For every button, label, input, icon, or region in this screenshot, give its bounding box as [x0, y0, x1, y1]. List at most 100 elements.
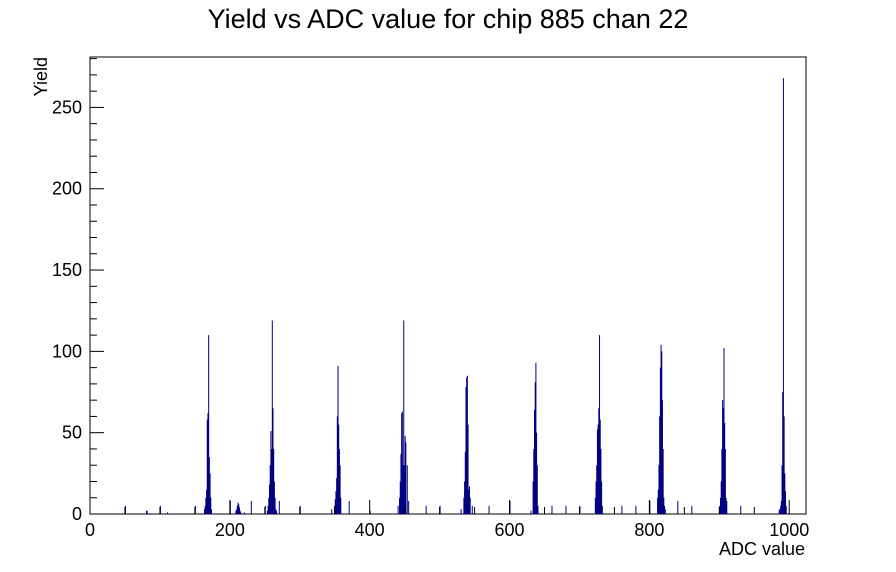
- y-axis: 0 50 100 150 200 250: [52, 58, 104, 524]
- histogram-bar: [635, 505, 637, 514]
- histogram-bar: [338, 448, 340, 514]
- histogram-bar: [468, 486, 470, 514]
- histogram-bar: [348, 500, 350, 514]
- histogram-bar: [532, 481, 534, 514]
- histogram-bar: [207, 413, 209, 514]
- histogram-bar: [208, 457, 210, 514]
- histogram-bar: [145, 510, 147, 514]
- histogram-bar: [724, 448, 726, 514]
- histogram-bar: [536, 432, 538, 514]
- histogram-bar: [721, 448, 723, 514]
- histogram-bar: [399, 481, 401, 514]
- histogram-bar: [335, 491, 337, 514]
- histogram-bar: [722, 408, 724, 514]
- histogram-bar: [271, 448, 273, 514]
- histogram-bar: [336, 416, 338, 514]
- histogram-bar: [600, 448, 602, 514]
- histogram-bar: [659, 367, 661, 514]
- histogram-bar: [722, 400, 724, 514]
- histogram-bar: [724, 422, 726, 514]
- histogram-bar: [537, 505, 539, 514]
- histogram-bar: [403, 465, 405, 514]
- histogram-bar: [267, 505, 269, 514]
- histogram-bar: [369, 510, 371, 514]
- histogram-bar: [273, 481, 275, 514]
- histogram-bar: [210, 509, 212, 514]
- histogram-bar: [535, 362, 537, 514]
- histogram-bar: [275, 510, 277, 514]
- histogram-bar: [719, 505, 721, 514]
- y-tick-label: 250: [52, 97, 82, 117]
- histogram-bar: [401, 413, 403, 514]
- histogram-bar: [469, 497, 471, 514]
- histogram-bar: [403, 320, 405, 514]
- histogram-bar: [266, 510, 268, 514]
- histogram-bar: [720, 481, 722, 514]
- histogram-bar: [408, 500, 410, 514]
- histogram-bar: [723, 348, 725, 514]
- histogram-bar: [784, 473, 786, 514]
- histogram-bar: [272, 408, 274, 514]
- histogram-bar: [274, 497, 276, 514]
- histogram-bar: [206, 489, 208, 514]
- histogram-bar: [250, 500, 252, 514]
- histogram-bar: [467, 424, 469, 514]
- histogram-bar: [551, 505, 553, 514]
- histogram-bar: [598, 408, 600, 514]
- histogram-bar: [299, 505, 301, 514]
- histogram-bar: [268, 497, 270, 514]
- histogram-bar: [782, 392, 784, 514]
- histogram-bar: [601, 481, 603, 514]
- histogram-bar: [691, 505, 693, 514]
- histogram-bar: [534, 409, 535, 514]
- histogram-bar: [725, 497, 727, 514]
- histogram-bar: [658, 465, 660, 514]
- y-tick-label: 200: [52, 179, 82, 199]
- histogram-bar: [783, 416, 785, 514]
- histogram-bar: [726, 500, 728, 514]
- histogram-bar: [278, 500, 280, 514]
- histogram-bar: [235, 510, 237, 514]
- x-tick-label: 1000: [769, 520, 809, 540]
- histogram-bar: [269, 484, 270, 514]
- histogram-bar: [659, 416, 661, 514]
- histogram-bar: [204, 505, 206, 514]
- x-tick-label: 200: [215, 520, 245, 540]
- histogram-bar: [336, 478, 338, 514]
- histogram-bar: [238, 507, 240, 514]
- histogram-bar: [657, 497, 659, 514]
- histogram-bar: [236, 505, 238, 514]
- histogram-bar: [269, 465, 271, 514]
- histogram-bar: [782, 78, 784, 514]
- histogram-bar: [206, 419, 208, 514]
- histogram-bar: [337, 366, 339, 514]
- histogram-bar: [273, 448, 275, 514]
- histogram-bar: [208, 335, 210, 514]
- histogram-bar: [243, 512, 245, 514]
- histogram-bar: [464, 481, 466, 514]
- histogram-bar: [471, 505, 473, 514]
- histogram-bar: [662, 448, 664, 514]
- y-axis-label: Yield: [31, 57, 51, 96]
- histogram-bar: [239, 510, 241, 514]
- histogram-bar: [460, 509, 462, 514]
- histogram-bar: [339, 465, 341, 514]
- histogram-bar: [596, 465, 598, 514]
- histogram-bar: [331, 509, 333, 514]
- histogram-bar: [621, 505, 623, 514]
- histogram-bar: [649, 500, 651, 514]
- histogram-bar: [466, 375, 468, 514]
- histogram-bar: [238, 504, 240, 514]
- histogram-bar: [205, 497, 207, 514]
- histogram-bar: [203, 509, 205, 514]
- histogram-bar: [779, 510, 781, 514]
- histogram-bar: [785, 491, 787, 514]
- histogram-bar: [405, 442, 407, 514]
- histogram-bar: [530, 510, 532, 514]
- histogram-bar: [166, 512, 168, 514]
- histogram-bar: [404, 435, 406, 514]
- histogram-bar: [488, 505, 490, 514]
- x-tick-label: 0: [85, 520, 95, 540]
- x-tick-label: 600: [495, 520, 525, 540]
